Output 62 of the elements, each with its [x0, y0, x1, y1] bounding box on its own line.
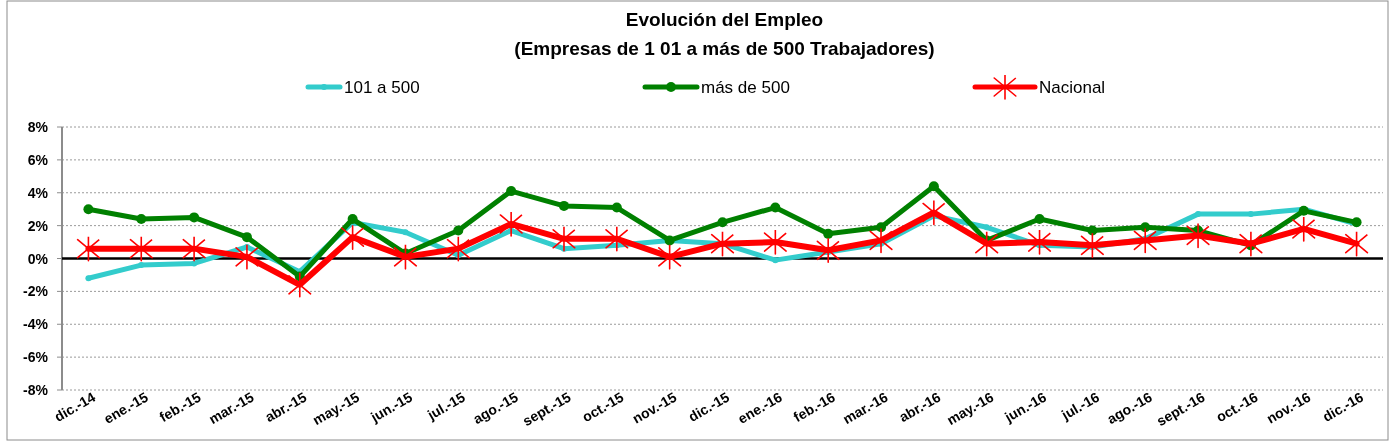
y-tick-label: -6%	[23, 349, 49, 366]
y-tick-label: 6%	[27, 151, 49, 168]
y-tick-label: 4%	[27, 184, 49, 201]
point	[191, 260, 198, 267]
point	[869, 227, 893, 254]
point	[1027, 229, 1052, 255]
point	[552, 225, 576, 252]
point	[136, 214, 147, 225]
y-tick-label: 0%	[27, 250, 49, 267]
point	[1087, 225, 1098, 236]
point	[235, 244, 259, 270]
point	[1292, 216, 1316, 242]
point	[1186, 222, 1210, 249]
point	[975, 230, 999, 257]
point	[138, 262, 145, 269]
y-tick-label: -2%	[23, 283, 49, 300]
point	[816, 237, 840, 264]
point	[983, 224, 990, 231]
point	[1195, 211, 1202, 218]
point	[717, 217, 728, 228]
point	[928, 181, 939, 192]
point	[1034, 214, 1045, 225]
point	[1239, 230, 1263, 257]
point	[772, 257, 779, 264]
point	[499, 211, 523, 237]
y-tick-label: 8%	[27, 119, 49, 135]
chart-title: Evolución del Empleo (Empresas de 1 01 a más de 500 Trabajadores)	[514, 9, 935, 59]
legend-label: 101 a 500	[344, 78, 420, 97]
point	[558, 200, 569, 211]
point	[341, 224, 365, 250]
point	[189, 212, 200, 223]
legend-label: más de 500	[701, 78, 790, 97]
point	[182, 235, 206, 262]
point	[922, 199, 946, 226]
point	[129, 235, 153, 262]
point	[611, 202, 622, 213]
point	[1351, 217, 1362, 228]
point	[658, 244, 682, 270]
point	[1247, 211, 1254, 218]
y-tick-label: -8%	[23, 382, 49, 398]
point	[1080, 232, 1104, 259]
point	[506, 186, 517, 197]
point	[347, 214, 358, 225]
point	[770, 202, 781, 213]
y-tick-label: -4%	[23, 316, 49, 333]
point	[823, 228, 834, 239]
point	[1344, 230, 1369, 257]
point	[605, 225, 629, 252]
point	[453, 225, 464, 236]
legend-label: Nacional	[1039, 78, 1106, 97]
point	[1133, 227, 1157, 254]
point	[710, 230, 735, 257]
point	[763, 229, 787, 255]
point	[402, 229, 409, 236]
point	[446, 235, 470, 262]
point	[241, 232, 252, 243]
y-tick-label: 2%	[27, 217, 49, 234]
point	[76, 235, 101, 262]
point	[288, 272, 312, 298]
point	[85, 275, 92, 282]
point	[83, 204, 94, 215]
point	[393, 244, 418, 270]
